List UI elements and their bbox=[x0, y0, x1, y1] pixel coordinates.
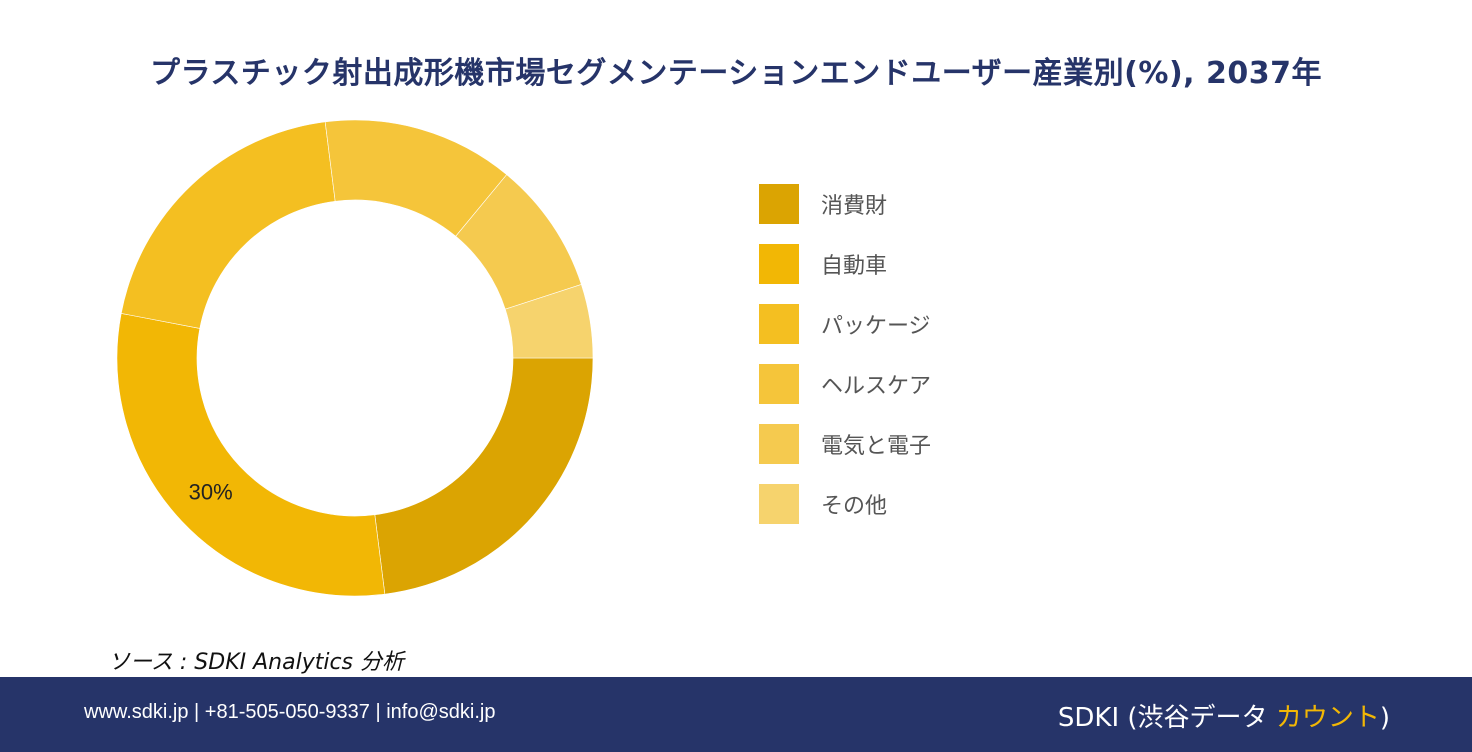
donut-slice-2 bbox=[121, 122, 335, 329]
legend-label: 自動車 bbox=[821, 248, 887, 280]
legend-label: 電気と電子 bbox=[821, 428, 931, 460]
legend-swatch bbox=[759, 304, 799, 344]
legend-swatch bbox=[759, 424, 799, 464]
legend-label: その他 bbox=[821, 488, 887, 520]
legend-swatch bbox=[759, 364, 799, 404]
legend-item: 消費財 bbox=[759, 184, 1059, 224]
legend-item: ヘルスケア bbox=[759, 364, 1059, 404]
legend-swatch bbox=[759, 244, 799, 284]
brand-accent: カウント bbox=[1276, 703, 1380, 733]
legend-item: 自動車 bbox=[759, 244, 1059, 284]
legend-item: パッケージ bbox=[759, 304, 1059, 344]
donut-chart: 30% bbox=[0, 0, 760, 640]
legend-item: 電気と電子 bbox=[759, 424, 1059, 464]
brand-suffix: ) bbox=[1380, 703, 1390, 733]
legend-item: その他 bbox=[759, 484, 1059, 524]
footer-bar: www.sdki.jp | +81-505-050-9337 | info@sd… bbox=[0, 677, 1472, 752]
legend-label: パッケージ bbox=[821, 308, 931, 340]
donut-slice-0 bbox=[375, 358, 593, 594]
source-note: ソース : SDKI Analytics 分析 bbox=[108, 644, 404, 676]
legend-label: ヘルスケア bbox=[821, 368, 931, 400]
footer-contact: www.sdki.jp | +81-505-050-9337 | info@sd… bbox=[84, 701, 495, 724]
slice-data-label: 30% bbox=[189, 479, 233, 504]
brand-prefix: SDKI (渋谷データ bbox=[1058, 703, 1276, 733]
footer-brand: SDKI (渋谷データ カウント) bbox=[1058, 697, 1390, 734]
legend-label: 消費財 bbox=[821, 188, 887, 220]
legend-swatch bbox=[759, 484, 799, 524]
donut-slice-1 bbox=[117, 313, 385, 596]
legend-swatch bbox=[759, 184, 799, 224]
chart-legend: 消費財自動車パッケージヘルスケア電気と電子その他 bbox=[759, 184, 1059, 544]
